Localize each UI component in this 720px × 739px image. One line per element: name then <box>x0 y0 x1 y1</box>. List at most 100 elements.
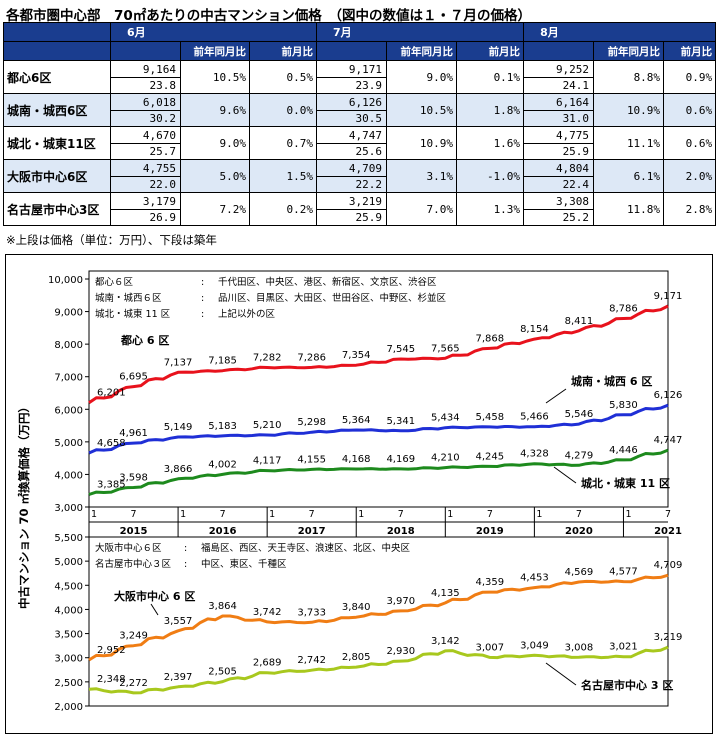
yoy-value: 10.9% <box>386 126 458 160</box>
data-label: 3,249 <box>119 631 148 642</box>
price-age-cell: 4,709 22.2 <box>316 159 388 193</box>
table-note: ※上段は価格（単位：万円）、下段は築年 <box>6 233 217 247</box>
price-header <box>523 41 595 61</box>
data-label: 4,709 <box>654 560 683 571</box>
data-label: 5,458 <box>476 412 505 423</box>
series-callout: 大阪市中心 6 区 <box>114 589 195 603</box>
price-age-cell: 4,755 22.0 <box>110 159 181 193</box>
mom-header: 前月比 <box>456 41 525 61</box>
price-value: 4,755 <box>111 160 180 177</box>
callout-leader <box>553 466 577 484</box>
y-tick-label: 2,000 <box>54 702 83 713</box>
legend-separator: : <box>184 543 187 554</box>
yoy-value: 5.0% <box>180 159 250 193</box>
legend-description: 上記以外の区 <box>218 308 276 320</box>
y-tick-label: 3,000 <box>54 654 83 665</box>
region-name: 名古屋市中心3区 <box>3 192 111 226</box>
month-tick-label: 7 <box>309 509 315 520</box>
mom-value: 0.6% <box>663 126 717 160</box>
data-label: 3,742 <box>253 607 282 618</box>
yoy-value: 9.6% <box>180 93 250 127</box>
data-label: 8,154 <box>520 324 549 335</box>
price-value: 6,018 <box>111 94 180 111</box>
y-axis-label: 中古マンション 70 ㎡換算価格（万円） <box>17 401 31 609</box>
corner-header <box>3 22 111 42</box>
data-label: 4,279 <box>565 450 594 461</box>
data-label: 4,135 <box>431 588 460 599</box>
region-name: 城北・城東11区 <box>3 126 111 160</box>
yoy-value: 7.0% <box>386 192 458 226</box>
data-label: 4,569 <box>565 567 594 578</box>
data-label: 3,598 <box>119 473 148 484</box>
data-label: 4,453 <box>520 573 549 584</box>
price-age-cell: 9,171 23.9 <box>316 60 388 94</box>
mom-value: 2.8% <box>663 192 717 226</box>
data-label: 6,695 <box>119 372 148 383</box>
month-tick-label: 1 <box>180 509 186 520</box>
data-label: 5,341 <box>386 416 415 427</box>
mom-value: -1.0% <box>456 159 525 193</box>
price-age-cell: 3,179 26.9 <box>110 192 181 226</box>
data-label: 3,049 <box>520 640 549 651</box>
data-label: 2,805 <box>342 652 371 663</box>
price-value: 4,709 <box>317 160 387 177</box>
series-line <box>88 448 669 496</box>
age-value: 25.6 <box>355 145 383 158</box>
mom-header: 前月比 <box>248 41 318 61</box>
age-value: 23.9 <box>355 79 383 92</box>
data-label: 2,348 <box>97 674 126 685</box>
age-value: 22.4 <box>562 178 590 191</box>
data-label: 4,577 <box>609 567 638 578</box>
data-label: 2,272 <box>119 678 148 689</box>
table-row: 大阪市中心6区 4,755 22.0 5.0% 1.5% 4,709 22.2 3.1% -1.… <box>3 159 717 193</box>
series-line <box>88 304 669 404</box>
month-tick-label: 7 <box>665 509 671 520</box>
price-age-cell: 4,804 22.4 <box>523 159 595 193</box>
data-label: 7,354 <box>342 350 371 361</box>
legend-separator: : <box>201 309 204 320</box>
month-header: 7月 <box>316 22 525 42</box>
data-label: 2,397 <box>164 672 193 683</box>
legend-region-name: 城南・城西６区 <box>95 292 162 304</box>
age-value: 26.9 <box>149 211 177 224</box>
y-tick-label: 7,000 <box>54 373 83 384</box>
page-title: 各都市圏中心部 70㎡あたりの中古マンション価格 （図中の数値は１・７月の価格） <box>6 8 532 24</box>
y-tick-label: 6,000 <box>54 405 83 416</box>
price-value: 3,219 <box>317 193 387 210</box>
month-tick-label: 1 <box>447 509 453 520</box>
year-label: 2018 <box>387 526 415 537</box>
legend-separator: : <box>184 559 187 570</box>
data-label: 3,840 <box>342 602 371 613</box>
month-tick-label: 7 <box>131 509 137 520</box>
data-label: 7,545 <box>386 344 415 355</box>
region-name: 城南・城西6区 <box>3 93 111 127</box>
callout-leader <box>545 388 567 404</box>
price-header <box>110 41 181 61</box>
y-tick-label: 4,000 <box>54 605 83 616</box>
price-value: 9,164 <box>111 61 180 78</box>
age-value: 30.2 <box>149 112 177 125</box>
series-callout: 城北・城東 11 区 <box>581 476 670 490</box>
mom-value: 0.1% <box>456 60 525 94</box>
data-label: 5,183 <box>208 421 237 432</box>
y-tick-label: 8,000 <box>54 340 83 351</box>
data-label: 4,328 <box>520 449 549 460</box>
price-age-cell: 6,126 30.5 <box>316 93 388 127</box>
data-label: 7,565 <box>431 343 460 354</box>
callout-leader <box>150 603 159 616</box>
y-tick-label: 3,500 <box>54 630 83 641</box>
data-label: 3,021 <box>609 642 638 653</box>
data-label: 5,434 <box>431 413 460 424</box>
data-label: 4,168 <box>342 454 371 465</box>
price-age-cell: 4,775 25.9 <box>523 126 595 160</box>
data-label: 3,385 <box>97 479 126 490</box>
series-line <box>88 645 669 695</box>
data-label: 5,546 <box>565 409 594 420</box>
data-label: 5,298 <box>297 417 326 428</box>
series-callout: 都心 6 区 <box>120 333 169 347</box>
data-label: 4,245 <box>476 451 505 462</box>
data-label: 4,002 <box>208 459 237 470</box>
data-label: 4,210 <box>431 453 460 464</box>
data-label: 4,446 <box>609 445 638 456</box>
data-label: 4,169 <box>386 454 415 465</box>
